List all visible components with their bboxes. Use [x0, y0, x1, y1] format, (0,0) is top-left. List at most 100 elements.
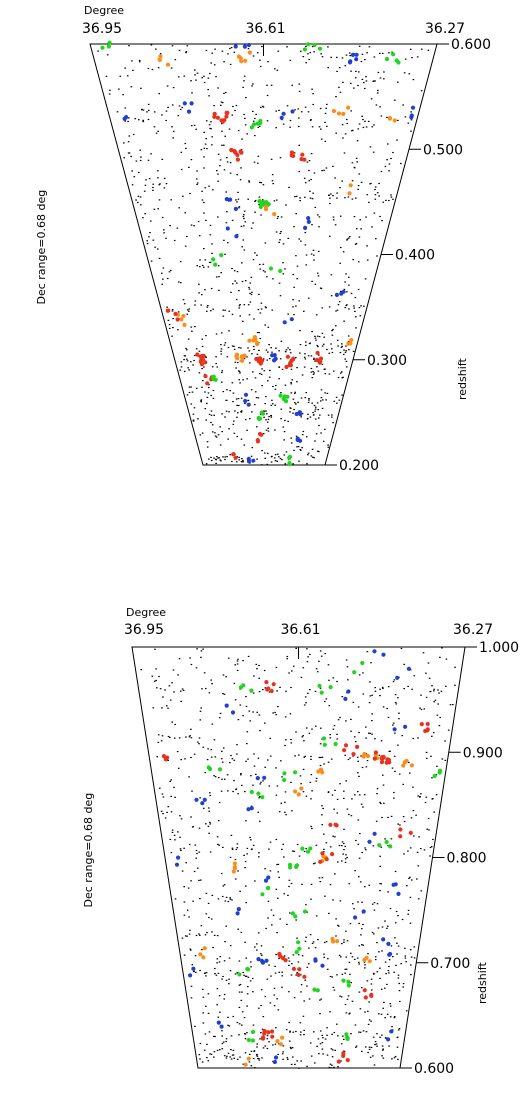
- galaxy-point: [197, 220, 200, 223]
- cluster-point-blue: [233, 44, 238, 49]
- galaxy-point: [300, 449, 302, 451]
- galaxy-point: [217, 173, 219, 175]
- galaxy-point: [222, 846, 224, 848]
- cluster-point-red: [262, 1028, 267, 1034]
- galaxy-point: [365, 849, 367, 851]
- galaxy-point: [208, 413, 211, 415]
- galaxy-point: [233, 780, 235, 782]
- galaxy-point: [276, 785, 279, 787]
- galaxy-point: [301, 955, 304, 957]
- galaxy-point: [172, 130, 175, 132]
- galaxy-point: [326, 392, 329, 394]
- galaxy-point: [338, 301, 341, 303]
- cluster-point-red: [398, 834, 403, 839]
- galaxy-point: [280, 408, 283, 410]
- galaxy-point: [245, 705, 248, 707]
- galaxy-point: [340, 1043, 343, 1045]
- galaxy-point: [431, 735, 433, 737]
- galaxy-point: [139, 196, 142, 198]
- galaxy-point: [194, 300, 197, 302]
- galaxy-point: [233, 348, 236, 350]
- galaxy-point: [313, 457, 315, 459]
- galaxy-point: [398, 773, 401, 775]
- galaxy-point: [249, 292, 251, 294]
- galaxy-point: [237, 719, 240, 721]
- galaxy-point: [261, 385, 263, 387]
- galaxy-point: [296, 446, 298, 448]
- galaxy-point: [311, 88, 313, 90]
- galaxy-point: [205, 687, 207, 690]
- galaxy-point: [177, 831, 179, 833]
- galaxy-point: [372, 1055, 374, 1057]
- galaxy-point: [333, 989, 336, 991]
- cluster-point-orange: [239, 358, 245, 363]
- cluster-point-red: [372, 756, 377, 761]
- galaxy-point: [242, 1063, 244, 1065]
- galaxy-point: [243, 854, 245, 856]
- galaxy-point: [337, 924, 339, 926]
- galaxy-point: [195, 857, 197, 859]
- galaxy-point: [369, 681, 371, 683]
- galaxy-point: [307, 454, 309, 456]
- galaxy-point: [356, 228, 358, 230]
- galaxy-point: [430, 755, 432, 757]
- galaxy-point: [355, 1045, 358, 1047]
- galaxy-point: [275, 666, 278, 669]
- cluster-point-orange: [367, 959, 372, 964]
- galaxy-point: [317, 250, 320, 252]
- galaxy-point: [233, 420, 235, 422]
- galaxy-point: [319, 107, 322, 110]
- galaxy-point: [277, 50, 280, 52]
- galaxy-point: [355, 242, 358, 245]
- cluster-point-red: [289, 358, 294, 363]
- cluster-point-green: [391, 52, 396, 57]
- cluster-point-red: [328, 822, 333, 827]
- galaxy-point: [351, 180, 354, 182]
- galaxy-point: [412, 786, 414, 788]
- galaxy-point: [285, 814, 287, 816]
- galaxy-point: [342, 81, 344, 83]
- cone-outline: [131, 646, 466, 1069]
- galaxy-point: [420, 90, 423, 92]
- galaxy-point: [204, 934, 207, 936]
- galaxy-point: [322, 343, 325, 345]
- galaxy-point: [188, 843, 191, 846]
- galaxy-point: [219, 1011, 221, 1013]
- galaxy-point: [194, 69, 196, 71]
- galaxy-point: [124, 107, 127, 109]
- galaxy-point: [229, 970, 232, 972]
- galaxy-point: [205, 335, 207, 337]
- galaxy-point: [281, 368, 284, 370]
- galaxy-point: [324, 373, 327, 375]
- galaxy-point: [325, 941, 328, 943]
- galaxy-point: [388, 52, 390, 54]
- galaxy-point: [258, 1059, 261, 1061]
- galaxy-point: [382, 784, 385, 786]
- galaxy-point: [173, 239, 176, 242]
- galaxy-point: [196, 265, 198, 267]
- galaxy-point: [336, 192, 338, 194]
- galaxy-point: [225, 896, 228, 898]
- galaxy-point: [427, 49, 430, 51]
- galaxy-point: [200, 304, 202, 306]
- galaxy-point: [353, 736, 356, 738]
- galaxy-point: [250, 1050, 253, 1052]
- galaxy-point: [302, 1015, 305, 1017]
- galaxy-point: [252, 55, 255, 57]
- galaxy-point: [407, 850, 409, 852]
- galaxy-point: [212, 397, 215, 399]
- galaxy-point: [153, 126, 156, 128]
- galaxy-point: [376, 192, 379, 194]
- galaxy-point: [351, 162, 354, 164]
- galaxy-point: [226, 774, 229, 776]
- galaxy-point: [306, 161, 309, 163]
- galaxy-point: [195, 178, 198, 180]
- galaxy-point: [247, 758, 249, 760]
- galaxy-point: [140, 204, 142, 206]
- galaxy-point: [360, 803, 363, 805]
- galaxy-point: [283, 893, 285, 895]
- galaxy-point: [318, 1053, 320, 1055]
- galaxy-point: [215, 462, 217, 464]
- galaxy-point: [188, 916, 190, 918]
- galaxy-point: [339, 372, 342, 374]
